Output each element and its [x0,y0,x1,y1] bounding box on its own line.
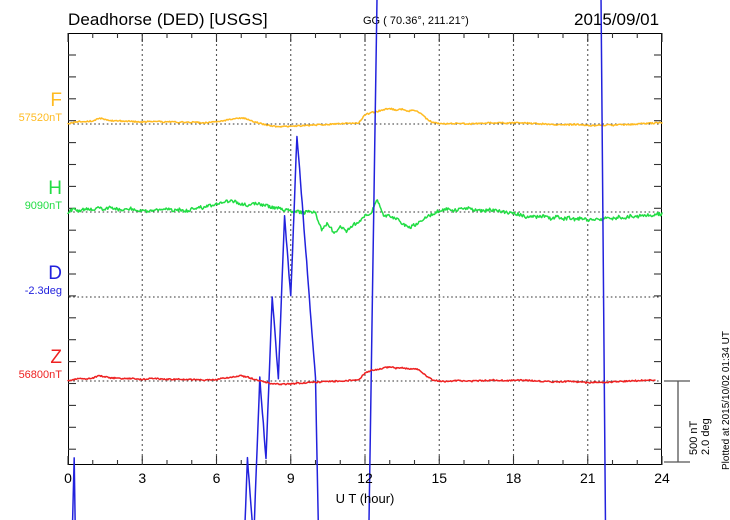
x-tick-label: 18 [505,470,522,486]
channel-baseline-value-z: 56800nT [18,369,62,381]
x-tick-label: 21 [579,470,596,486]
channel-letter-z: Z [50,347,62,368]
x-tick-label: 3 [138,470,147,486]
trace-baselines [69,123,661,382]
scale-bar [664,380,690,463]
channel-label-z: Z 56800nT [0,348,62,382]
channel-baseline-value-d: -2.3deg [24,285,62,297]
x-tick-label: 6 [212,470,221,486]
axis-ticks [67,33,663,465]
channel-baseline-value-f: 57520nT [18,112,62,124]
page-title: Deadhorse (DED) [USGS] [68,10,268,29]
channel-label-h: H 9090nT [0,179,62,213]
grid-lines [141,34,589,464]
geographic-coordinates: GG ( 70.36°, 211.21°) [363,15,469,27]
channel-letter-h: H [48,178,62,199]
channel-letter-d: D [48,263,62,284]
scale-bar-label-nt: 500 nT [688,420,700,455]
scale-bar-label-deg: 2.0 deg [700,418,712,455]
plotted-timestamp: Plotted at 2015/10/02 01:34 UT [721,331,730,470]
channel-label-d: D -2.3deg [0,264,62,298]
x-tick-label: 12 [357,470,373,486]
x-tick-label: 9 [286,470,295,486]
x-tick-label: 0 [64,470,72,486]
observation-date: 2015/09/01 [574,10,660,29]
x-tick-label: 15 [431,470,448,486]
data-traces [67,0,663,520]
channel-label-f: F 57520nT [0,91,62,125]
channel-baseline-value-h: 9090nT [24,200,62,212]
channel-letter-f: F [50,90,62,111]
x-tick-label: 24 [654,470,670,486]
x-axis-title: U T (hour) [335,491,395,506]
